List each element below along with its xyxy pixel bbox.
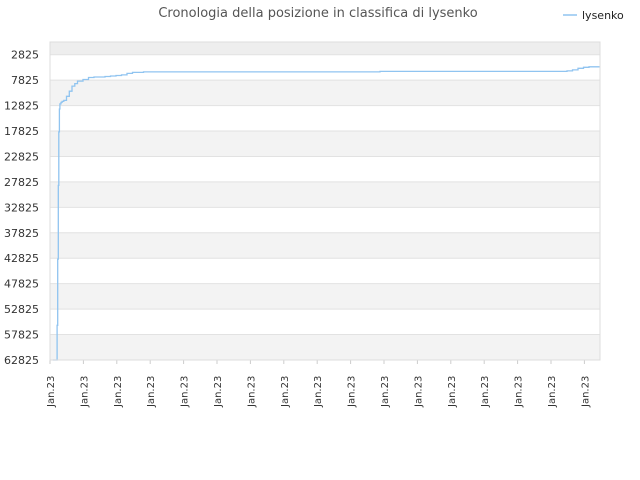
x-tick-label: Jan.23	[46, 376, 57, 408]
x-tick-label: Jan.23	[480, 376, 491, 408]
x-tick-label: Jan.23	[246, 376, 257, 408]
x-tick-label: Jan.23	[213, 376, 224, 408]
x-tick-label: Jan.23	[180, 376, 191, 408]
legend: lysenko	[563, 9, 624, 22]
y-tick-label: 32825	[4, 201, 39, 214]
x-tick-label: Jan.23	[280, 376, 291, 408]
x-axis-ticks: Jan.23 Jan.23 Jan.23 Jan.23 Jan.23 Jan.23 Jan.…	[46, 360, 591, 408]
x-tick-label: Jan.23	[347, 376, 358, 408]
series-layer	[52, 66, 600, 361]
x-tick-label: Jan.23	[79, 376, 90, 408]
grid-band	[50, 80, 600, 106]
series-line-lysenko	[52, 66, 600, 361]
x-tick-label: Jan.23	[580, 376, 591, 408]
grid-band	[50, 42, 600, 55]
y-tick-label: 22825	[4, 150, 39, 163]
grid-band	[50, 232, 600, 259]
grid-bands	[50, 42, 600, 360]
x-tick-label: Jan.23	[380, 376, 391, 408]
chart-title: Cronologia della posizione in classifica…	[158, 6, 477, 21]
grid-band	[50, 283, 600, 310]
x-tick-label: Jan.23	[547, 376, 558, 408]
x-tick-label: Jan.23	[313, 376, 324, 408]
y-tick-label: 37825	[4, 227, 39, 240]
x-tick-label: Jan.23	[113, 376, 124, 408]
y-tick-label: 52825	[4, 303, 39, 316]
y-axis-ticks: 2825 7825 12825 17825 22825 27825 32825 37825 42…	[4, 49, 39, 367]
y-tick-label: 27825	[4, 176, 39, 189]
grid-band	[50, 181, 600, 208]
y-tick-label: 12825	[4, 100, 39, 113]
x-tick-label: Jan.23	[146, 376, 157, 408]
legend-label: lysenko	[582, 9, 624, 22]
y-tick-label: 7825	[11, 74, 39, 87]
y-tick-label: 42825	[4, 252, 39, 265]
y-tick-label: 57825	[4, 329, 39, 342]
x-tick-label: Jan.23	[413, 376, 424, 408]
y-tick-label: 47825	[4, 278, 39, 291]
y-tick-label: 62825	[4, 354, 39, 367]
x-tick-label: Jan.23	[447, 376, 458, 408]
grid-band	[50, 334, 600, 360]
x-tick-label: Jan.23	[514, 376, 525, 408]
y-tick-label: 17825	[4, 125, 39, 138]
plot-frame	[49, 41, 601, 361]
grid-band	[50, 131, 600, 157]
y-tick-label: 2825	[11, 49, 39, 62]
